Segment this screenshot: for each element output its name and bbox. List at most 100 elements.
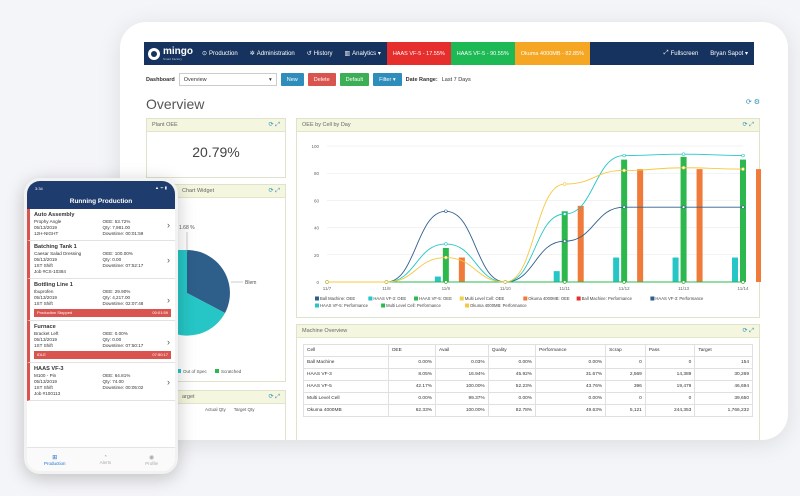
chart-bar[interactable] [553, 271, 560, 282]
date-range-value[interactable]: Last 7 Days [441, 76, 471, 83]
table-header[interactable]: Avail [435, 344, 489, 357]
series-point[interactable] [622, 205, 626, 209]
status-bar: IDLE 07:50:17 [34, 351, 171, 359]
series-point[interactable] [741, 167, 745, 171]
series-point[interactable] [444, 209, 448, 213]
table-header[interactable]: Scrap [605, 344, 646, 357]
expand-icon[interactable]: ⟳ ⤢ [742, 122, 755, 128]
logo[interactable]: mingo Smart Factory [144, 46, 196, 61]
tab-profile[interactable]: ◉ Profile [145, 454, 158, 466]
table-header[interactable]: OEE [387, 344, 437, 357]
tab-alerts[interactable]: ◔ Alerts [99, 454, 112, 465]
chart-bar[interactable] [458, 257, 465, 282]
chart-bar[interactable] [672, 257, 679, 282]
table-header[interactable]: Pass [644, 344, 696, 357]
mobile-list-item[interactable]: Furnace Bracket Left OEE: 0.00% 05/13/2019 Q… [27, 321, 175, 363]
series-point[interactable] [444, 280, 448, 284]
series-point[interactable] [622, 153, 626, 158]
refresh-icon[interactable]: ⟳ ⚙ [745, 99, 760, 106]
status-pill-haas-vf5-red[interactable]: HAAS VF-5 - 17.55% [386, 42, 451, 65]
series-point[interactable] [444, 242, 448, 246]
series-point[interactable] [563, 280, 567, 284]
table-row[interactable]: HAAS VF-5 42.17% 100.00% 52.23% 43.76% 396 19,… [303, 380, 753, 393]
series-point[interactable] [622, 280, 626, 284]
legend-entry[interactable]: HAAS VF-3: OEE [373, 296, 406, 301]
mobile-list-item[interactable]: Batching Tank 1 Caesar Salad Dressing OEE:… [27, 241, 175, 279]
chart-bar[interactable] [756, 169, 762, 282]
chart-bar[interactable] [442, 248, 449, 282]
legend-entry[interactable]: Multi Level Cell: Performance [386, 303, 441, 308]
table-row[interactable]: Multi Level Cell 0.00% 99.37% 0.00% 0.00% 0 0 3… [303, 392, 753, 405]
table-row[interactable]: Ball Machine 0.00% 0.03% 0.00% 0.00% 0 0 154 [303, 356, 753, 369]
legend-entry[interactable]: Multi Level Cell: OEE [465, 296, 505, 301]
series-point[interactable] [444, 255, 448, 260]
series-point[interactable] [741, 153, 745, 158]
legend-entry[interactable]: HAAS VF-5: Performance [320, 303, 369, 308]
chart-bar[interactable] [577, 205, 584, 282]
mobile-list-item[interactable]: Auto Assembly Prophy Angle OEE: 53.72% 05/1… [27, 209, 175, 241]
legend-entry[interactable]: HAAS VF-5: OEE [419, 296, 452, 301]
series-point[interactable] [681, 166, 686, 170]
chart-bar[interactable] [637, 169, 644, 282]
chart-bar[interactable] [696, 169, 703, 282]
expand-icon[interactable]: ⟳ ⤢ [268, 188, 281, 194]
chart-bar[interactable] [621, 159, 628, 282]
table-header[interactable]: Target [694, 344, 753, 357]
item-metric: OEE: 29.90% [102, 289, 131, 294]
expand-icon[interactable]: ⟳ ⤢ [742, 328, 755, 334]
legend-entry[interactable]: Ball Machine: OEE [320, 296, 355, 301]
status-pill-haas-vf5-green[interactable]: HAAS VF-5 - 90.55% [450, 42, 515, 65]
series-point[interactable] [681, 152, 686, 156]
series-point[interactable] [563, 212, 567, 216]
chart-bar[interactable] [732, 257, 738, 282]
table-header[interactable]: Cell [303, 344, 389, 357]
user-menu[interactable]: Bryan Sapot ▾ [710, 51, 748, 57]
legend-entry[interactable]: HAAS VF-3: Performance [655, 296, 704, 301]
default-button[interactable]: Default [339, 73, 370, 86]
tab-production[interactable]: ⊞ Production [44, 454, 66, 466]
nav-history[interactable]: ↺ History [306, 50, 333, 58]
table-header[interactable]: Performance [535, 344, 607, 357]
series-point[interactable] [741, 280, 745, 284]
series-point[interactable] [384, 280, 389, 284]
series-point[interactable] [563, 182, 567, 186]
mobile-list-item[interactable]: HAAS VF-3 M100 - Pin OEE: 64.81% 05/13/2019… [27, 363, 175, 401]
series-point[interactable] [622, 168, 626, 173]
series-point[interactable] [563, 239, 567, 243]
expand-icon[interactable]: ⟳ ⤢ [268, 122, 281, 128]
legend-entry[interactable]: Ball Machine: Performance [582, 296, 633, 301]
item-metric: OEE: 53.72% [102, 219, 131, 224]
pie-slice-blemish[interactable] [187, 250, 230, 313]
table-row[interactable]: HAAS VF-3 8.05% 16.94% 45.92% 31.67% 2,569 14,… [303, 368, 753, 381]
nav-administration[interactable]: ✲ Administration [249, 50, 295, 58]
chart-bar[interactable] [740, 159, 746, 282]
new-button[interactable]: New [280, 73, 304, 86]
dashboard-select[interactable]: Overview ▾ [178, 73, 277, 86]
table-row[interactable]: Okuma 4000MB 62.33% 100.00% 82.78% 49.63% 5,1… [303, 404, 753, 417]
table-header[interactable]: Quality [487, 344, 537, 357]
nav-production[interactable]: ⊙ Production [202, 50, 238, 58]
series-point[interactable] [325, 280, 329, 284]
chart-bar[interactable] [680, 156, 687, 282]
item-detail: 1ST Shift [34, 301, 53, 306]
chart-bar[interactable] [561, 211, 568, 282]
series-point[interactable] [681, 205, 686, 209]
table-cell: 14,389 [644, 368, 696, 381]
filter-button[interactable]: Filter ▾ [373, 73, 402, 86]
table-cell: 0 [605, 356, 646, 369]
delete-button[interactable]: Delete [307, 73, 336, 86]
series-point[interactable] [741, 205, 745, 209]
legend-entry[interactable]: Okuma 4000MB: OEE [528, 296, 570, 301]
status-pill-okuma[interactable]: Okuma 4000MB - 82.85% [514, 42, 591, 65]
chart-bar[interactable] [613, 257, 620, 282]
expand-icon[interactable]: ⟳ ⤢ [268, 394, 281, 400]
target-title: arget [182, 394, 195, 400]
series-point[interactable] [503, 280, 507, 284]
fullscreen-button[interactable]: ⤢ Fullscreen [663, 50, 699, 57]
nav-analytics[interactable]: ▥ Analytics ▾ [344, 51, 381, 57]
mobile-list-item[interactable]: Bottling Line 1 Ibuprofen OEE: 29.90% 05/13… [27, 279, 175, 321]
chart-bar[interactable] [434, 276, 441, 282]
series-point[interactable] [681, 280, 686, 284]
oee-chart-title: OEE by Cell by Day [302, 122, 351, 128]
legend-entry[interactable]: Okuma 4000MB: Performance [470, 303, 527, 308]
